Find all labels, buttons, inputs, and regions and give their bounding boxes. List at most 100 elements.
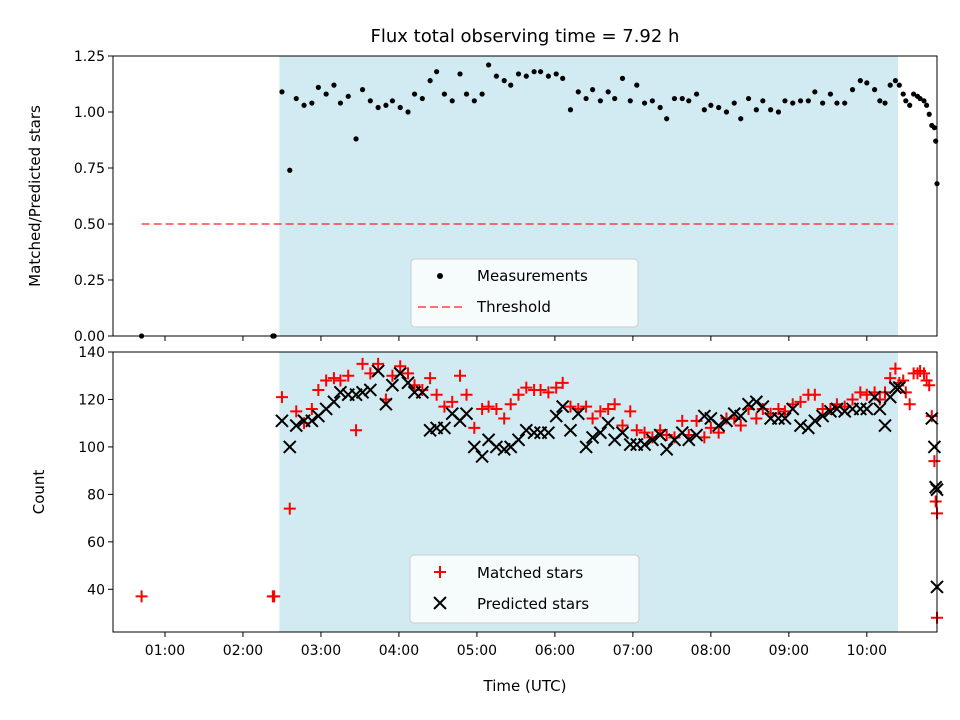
bottom-y-tick-label: 140	[78, 345, 105, 361]
top-y-tick-label: 0.25	[74, 273, 105, 289]
predicted-star-point	[415, 385, 430, 400]
measurement-point	[760, 98, 766, 104]
matched-star-point	[342, 369, 355, 382]
matched-star-point	[460, 388, 473, 401]
measurement-point	[882, 100, 888, 106]
predicted-star-point	[734, 409, 748, 423]
predicted-star-point	[333, 385, 348, 400]
matched-star-point	[929, 495, 942, 508]
measurement-point	[857, 78, 863, 84]
predicted-star-point	[363, 383, 378, 397]
measurement-point	[457, 71, 463, 77]
predicted-star-point	[892, 380, 907, 395]
measurement-point	[359, 87, 366, 93]
top-y-ticks: 0.00 0.25 0.50 0.75 1.00 1.25	[74, 49, 113, 345]
measurement-point	[820, 100, 826, 106]
measurement-point	[449, 98, 455, 104]
top-panel-ratio: 0.00 0.25 0.50 0.75 1.00 1.25 Matched/Predict…	[26, 49, 940, 345]
predicted-star-point	[682, 433, 696, 447]
measurement-point	[553, 71, 559, 77]
matched-star-point	[860, 388, 873, 401]
measurement-point	[782, 98, 788, 104]
top-y-tick-label: 0.75	[74, 161, 105, 177]
measurement-point	[523, 73, 529, 79]
measurement-point	[301, 102, 307, 108]
predicted-star-point	[808, 414, 822, 428]
top-y-tick-label: 0.00	[74, 329, 105, 345]
measurement-point	[493, 73, 500, 79]
bottom-y-ticks: 40 60 80 100 120 140	[78, 345, 113, 598]
matched-star-point	[616, 419, 629, 432]
measurement-point	[731, 100, 737, 106]
measurement-point	[671, 95, 678, 102]
x-tick-label: 06:00	[535, 643, 575, 659]
chart-title: Flux total observing time = 7.92 h	[371, 26, 680, 47]
matched-star-point	[854, 386, 867, 399]
predicted-star-point	[623, 437, 637, 452]
matched-star-point	[638, 426, 651, 439]
measurement-point	[486, 62, 492, 68]
predicted-star-point	[393, 366, 407, 381]
matched-star-point	[350, 424, 363, 437]
matched-star-point	[608, 398, 621, 411]
measurement-point	[931, 125, 938, 131]
matched-star-point	[534, 383, 547, 396]
measurement-point	[545, 73, 551, 79]
top-y-tick-label: 1.00	[74, 105, 105, 121]
predicted-star-point	[355, 385, 370, 400]
predicted-star-point	[853, 402, 868, 416]
measurement-point	[842, 100, 848, 106]
matched-star-point	[490, 402, 503, 415]
matched-star-point	[889, 362, 902, 375]
measurement-point	[345, 93, 351, 99]
top-y-tick-label: 0.50	[74, 217, 105, 233]
bottom-x-ticks: 01:00 02:00 03:00 04:00 05:00 06:00 07:00 08:00…	[145, 632, 887, 659]
top-axes-frame	[112, 55, 938, 337]
measurement-point	[896, 82, 902, 88]
measurement-point	[427, 78, 433, 84]
matched-star-point	[808, 388, 821, 401]
matched-stars-points	[135, 357, 943, 624]
predicted-star-point	[741, 397, 756, 411]
predicted-star-point	[563, 423, 578, 438]
measurement-point	[501, 78, 507, 84]
matched-star-point	[542, 386, 555, 399]
legend-threshold-label: Threshold	[476, 298, 551, 316]
matched-star-point	[504, 398, 517, 411]
predicted-star-point	[459, 406, 474, 421]
predicted-star-point	[579, 440, 593, 454]
bottom-y-tick-label: 40	[87, 582, 105, 598]
matched-star-point	[394, 360, 407, 373]
measurement-point	[597, 98, 603, 104]
x-tick-label: 08:00	[691, 643, 731, 659]
matched-star-point	[704, 421, 717, 434]
matched-star-point	[923, 379, 936, 392]
predicted-star-point	[637, 437, 652, 452]
legend-bottom-box	[409, 554, 640, 624]
measurement-point	[701, 107, 707, 113]
bottom-y-axis-label: Count	[30, 470, 48, 515]
predicted-star-point	[489, 440, 504, 454]
measurement-point	[627, 98, 633, 104]
measurement-point	[434, 69, 440, 75]
measurement-point	[515, 71, 522, 77]
predicted-star-point	[888, 380, 903, 395]
predicted-star-point	[283, 440, 297, 454]
matched-star-point	[283, 502, 296, 515]
measurement-point	[877, 98, 883, 104]
predicted-star-point	[711, 418, 726, 433]
predicted-star-point	[749, 395, 764, 409]
legend-matched-label: Matched stars	[477, 564, 583, 582]
measurement-point	[834, 100, 840, 106]
matched-star-point	[402, 367, 415, 380]
measurement-point	[708, 102, 714, 108]
measurement-point	[315, 84, 321, 90]
legend-top-box	[410, 258, 639, 328]
matched-star-point	[356, 357, 369, 370]
top-x-ticks	[164, 336, 868, 341]
measurement-point	[353, 136, 359, 142]
matched-star-point	[918, 367, 931, 380]
measurement-point	[331, 82, 337, 88]
predicted-star-point	[437, 421, 452, 435]
legend-measurements-label: Measurements	[477, 267, 588, 285]
